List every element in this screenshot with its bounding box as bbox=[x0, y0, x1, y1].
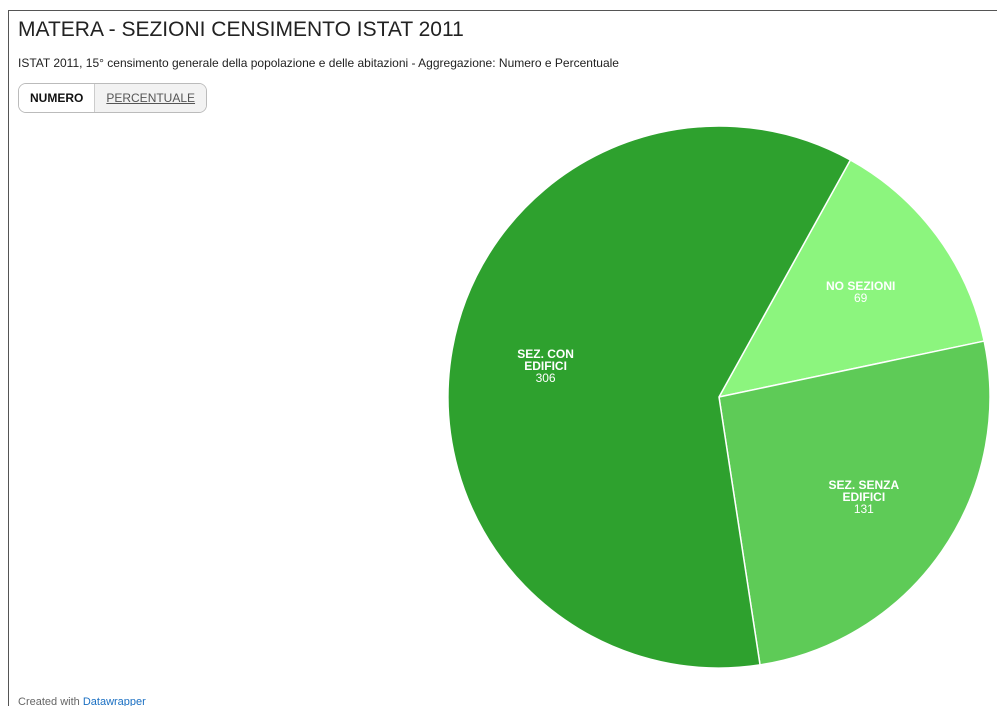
slice-name: SEZ. CON EDIFICI bbox=[517, 346, 574, 373]
pie-slice bbox=[447, 125, 852, 669]
footer-link[interactable]: Datawrapper bbox=[82, 696, 146, 706]
toggle: NUMERO PERCENTUALE bbox=[18, 83, 208, 113]
chart-title: MATERA - SEZIONI CENSIMENTO ISTAT 2011 bbox=[18, 18, 464, 41]
frame bbox=[8, 10, 997, 706]
slice-label: SEZ. CON EDIFICI 306 bbox=[501, 348, 591, 384]
slice-name: SEZ. SENZA EDIFICI bbox=[828, 478, 900, 505]
slice-value: 306 bbox=[535, 370, 556, 385]
slice-value: 69 bbox=[853, 291, 868, 306]
slice-name: NO SEZIONI bbox=[826, 279, 896, 294]
chart-subtitle: ISTAT 2011, 15° censimento generale dell… bbox=[18, 56, 619, 70]
button[interactable]: NUMERO bbox=[19, 84, 96, 112]
pie-slice bbox=[717, 158, 986, 399]
pie-slice bbox=[718, 340, 991, 666]
slice-label: NO SEZIONI 69 bbox=[816, 280, 906, 304]
slice-value: 131 bbox=[853, 502, 874, 517]
footer-text: Created with bbox=[18, 696, 80, 706]
slice-label: SEZ. SENZA EDIFICI 131 bbox=[819, 479, 909, 515]
footer: Created with Datawrapper bbox=[18, 696, 146, 706]
button[interactable]: PERCENTUALE bbox=[95, 84, 207, 112]
